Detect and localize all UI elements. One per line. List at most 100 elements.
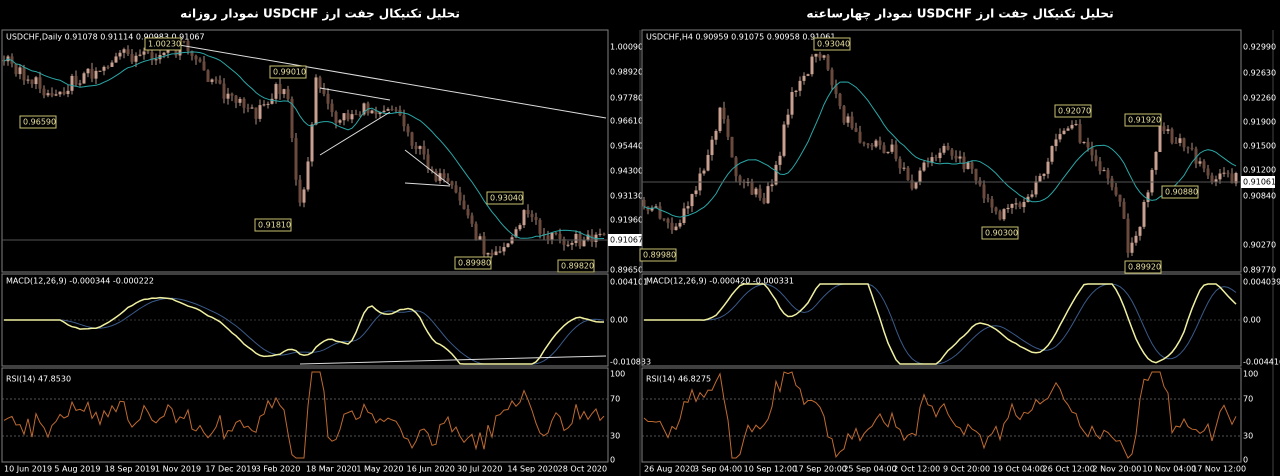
trend-line <box>319 111 391 156</box>
annotation: 0.91920 <box>1128 116 1161 125</box>
current-price-box <box>608 234 642 246</box>
candle-body <box>554 232 558 234</box>
candle-body <box>1206 168 1210 176</box>
macd-trend-line <box>299 355 607 365</box>
candle-body <box>414 145 418 149</box>
candle-body <box>198 59 202 62</box>
candle-body <box>62 91 66 94</box>
candle-body <box>794 90 798 92</box>
annotation: 0.93040 <box>490 194 523 203</box>
annotation: 0.89920 <box>1128 263 1161 272</box>
candle-body <box>426 154 430 169</box>
candle-body <box>1018 203 1022 208</box>
date-label: 26 Oct 12:00 <box>1043 465 1095 474</box>
candle-body <box>450 181 454 186</box>
annotation-box <box>254 218 292 232</box>
candle-body <box>938 152 942 159</box>
candle-body <box>650 207 654 211</box>
candle-body <box>834 85 838 94</box>
candle-body <box>914 182 918 189</box>
candle-body <box>142 51 146 55</box>
candle-body <box>458 192 462 201</box>
candle-body <box>986 198 990 200</box>
candle-body <box>214 79 218 81</box>
candle-body <box>390 109 394 111</box>
rsi-label: RSI(14) 46.8275 <box>646 375 711 384</box>
candle-body <box>686 206 690 209</box>
candle-body <box>210 79 214 82</box>
candle-body <box>478 236 482 240</box>
price-axis-label: 0.90840 <box>1243 192 1276 201</box>
candle-body <box>1082 142 1086 144</box>
candle-body <box>246 107 250 109</box>
candle-body <box>958 156 962 159</box>
annotation-box <box>1124 260 1162 274</box>
candle-body <box>462 200 466 209</box>
candle-body <box>822 55 826 58</box>
candle-body <box>898 158 902 169</box>
candle-body <box>842 106 846 123</box>
candle-body <box>862 142 866 144</box>
candle-body <box>1074 124 1078 126</box>
candle-body <box>114 56 118 63</box>
candle-body <box>522 210 526 226</box>
annotation-box <box>144 37 182 51</box>
candle-body <box>146 51 150 53</box>
candle-body <box>302 189 306 203</box>
macd-axis-label: 0.004039 <box>1243 278 1280 287</box>
candle-body <box>654 206 658 208</box>
annotation: 0.91810 <box>258 221 291 230</box>
candle-body <box>318 77 322 89</box>
candle-body <box>814 53 818 57</box>
candle-body <box>470 215 474 224</box>
candle-body <box>798 80 802 91</box>
candle-body <box>710 139 714 155</box>
candle-body <box>310 124 314 162</box>
candle-body <box>894 144 898 159</box>
candle-body <box>886 151 890 153</box>
candle-body <box>954 155 958 159</box>
candle-body <box>1086 142 1090 148</box>
date-label: 10 Jun 2019 <box>4 465 52 474</box>
candle-body <box>734 157 738 177</box>
pane-frame <box>641 29 1242 273</box>
date-label: 30 Jul 2020 <box>457 465 502 474</box>
candle-body <box>974 168 978 181</box>
price-axis-label: 0.89650 <box>610 266 643 275</box>
candle-body <box>1098 161 1102 171</box>
candle-body <box>1222 172 1226 174</box>
current-price: 0.91067 <box>610 236 643 245</box>
rsi-axis-label: 100 <box>610 370 625 379</box>
annotation: 0.90300 <box>985 229 1018 238</box>
candle-body <box>566 244 570 246</box>
candle-body <box>830 69 834 86</box>
candle-body <box>1110 178 1114 188</box>
candle-body <box>378 112 382 115</box>
price-axis-label: 0.90270 <box>1243 241 1276 250</box>
candle-body <box>718 107 722 131</box>
candle-body <box>286 89 290 99</box>
candle-body <box>1050 146 1054 162</box>
candle-body <box>674 226 678 231</box>
annotation-box <box>269 65 307 79</box>
candle-body <box>1094 155 1098 162</box>
candle-body <box>454 185 458 193</box>
candle-body <box>1054 139 1058 147</box>
candle-body <box>474 223 478 240</box>
candle-body <box>134 55 138 62</box>
candle-body <box>222 83 226 99</box>
candle-body <box>74 75 78 85</box>
date-label: 1 Nov 2019 <box>155 465 201 474</box>
candle-body <box>126 49 130 55</box>
candle-body <box>26 79 30 81</box>
candle-body <box>1214 179 1218 182</box>
candle-body <box>118 52 122 57</box>
candle-body <box>262 104 266 106</box>
candle-body <box>334 112 338 123</box>
price-axis-label: 0.98920 <box>610 68 643 77</box>
candle-body <box>54 94 58 96</box>
candle-body <box>682 208 686 223</box>
candle-body <box>446 178 450 182</box>
pane-frame <box>641 367 1242 463</box>
